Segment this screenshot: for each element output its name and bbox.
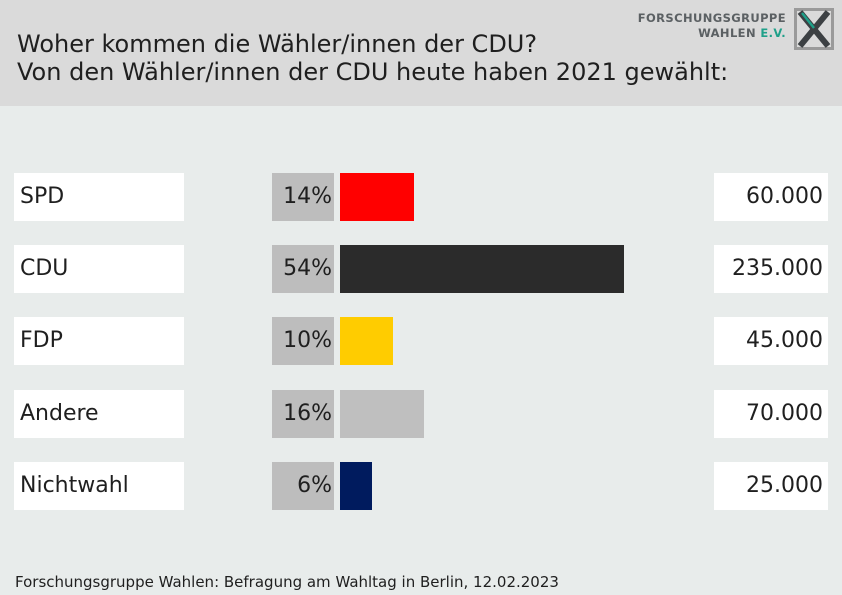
percent-label: 6%	[297, 473, 332, 498]
category-label-box: Nichtwahl	[14, 462, 184, 510]
percent-label-box: 16%	[272, 390, 334, 438]
percent-label-box: 6%	[272, 462, 334, 510]
bar-cdu	[340, 245, 624, 293]
chart-row-cdu: CDU 54% 235.000	[0, 245, 842, 295]
fgw-logo: FORSCHUNGSGRUPPE WAHLEN E.V.	[637, 8, 836, 56]
percent-label: 16%	[283, 401, 332, 426]
absolute-value-box: 60.000	[714, 173, 828, 221]
bar-fdp	[340, 317, 393, 365]
header: Woher kommen die Wähler/innen der CDU? V…	[0, 0, 842, 106]
absolute-value-label: 70.000	[746, 401, 823, 426]
absolute-value-label: 45.000	[746, 328, 823, 353]
logo-x-icon	[794, 8, 834, 50]
absolute-value-box: 235.000	[714, 245, 828, 293]
percent-label-box: 10%	[272, 317, 334, 365]
absolute-value-box: 25.000	[714, 462, 828, 510]
title-line-1: Woher kommen die Wähler/innen der CDU?	[17, 30, 538, 58]
absolute-value-box: 70.000	[714, 390, 828, 438]
chart-row-spd: SPD 14% 60.000	[0, 173, 842, 223]
title-line-2: Von den Wähler/innen der CDU heute haben…	[17, 58, 729, 86]
logo-text-line-2: WAHLEN E.V.	[698, 26, 786, 40]
category-label: FDP	[20, 328, 63, 353]
category-label: SPD	[20, 184, 65, 209]
absolute-value-label: 235.000	[732, 256, 823, 281]
chart-row-nichtwahl: Nichtwahl 6% 25.000	[0, 462, 842, 512]
percent-label-box: 54%	[272, 245, 334, 293]
category-label-box: Andere	[14, 390, 184, 438]
bar-spd	[340, 173, 414, 221]
chart-row-andere: Andere 16% 70.000	[0, 390, 842, 440]
category-label: Nichtwahl	[20, 473, 129, 498]
logo-text-ev: E.V.	[760, 26, 786, 40]
category-label-box: CDU	[14, 245, 184, 293]
percent-label: 10%	[283, 328, 332, 353]
category-label: Andere	[20, 401, 99, 426]
category-label-box: SPD	[14, 173, 184, 221]
absolute-value-label: 60.000	[746, 184, 823, 209]
absolute-value-label: 25.000	[746, 473, 823, 498]
category-label-box: FDP	[14, 317, 184, 365]
percent-label: 14%	[283, 184, 332, 209]
logo-text-line-1: FORSCHUNGSGRUPPE	[637, 11, 786, 25]
category-label: CDU	[20, 256, 69, 281]
bar-nichtwahl	[340, 462, 372, 510]
percent-label: 54%	[283, 256, 332, 281]
chart-row-fdp: FDP 10% 45.000	[0, 317, 842, 367]
bar-andere	[340, 390, 424, 438]
percent-label-box: 14%	[272, 173, 334, 221]
source-note: Forschungsgruppe Wahlen: Befragung am Wa…	[15, 573, 559, 591]
absolute-value-box: 45.000	[714, 317, 828, 365]
logo-text-wahlen: WAHLEN	[698, 26, 756, 40]
chart-title: Woher kommen die Wähler/innen der CDU? V…	[17, 30, 728, 86]
